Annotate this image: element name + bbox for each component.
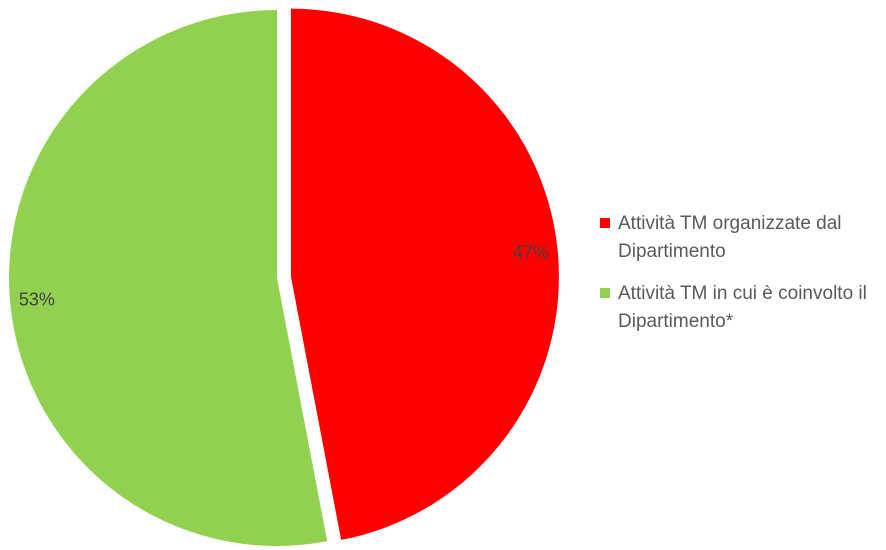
slice-data-label: 53% — [19, 289, 55, 309]
pie-slice — [290, 8, 559, 540]
legend-swatch — [600, 288, 610, 298]
legend-item: Attività TM in cui è coinvolto il Dipart… — [600, 280, 880, 336]
legend-label: Attività TM organizzate dal Dipartimento — [618, 213, 842, 262]
slice-data-label: 47% — [513, 243, 549, 263]
legend-item: Attività TM organizzate dal Dipartimento — [600, 210, 880, 266]
legend: Attività TM organizzate dal Dipartimento… — [600, 210, 880, 350]
legend-label: Attività TM in cui è coinvolto il Dipart… — [618, 283, 867, 332]
pie-slice — [8, 10, 328, 546]
legend-swatch — [600, 218, 610, 228]
